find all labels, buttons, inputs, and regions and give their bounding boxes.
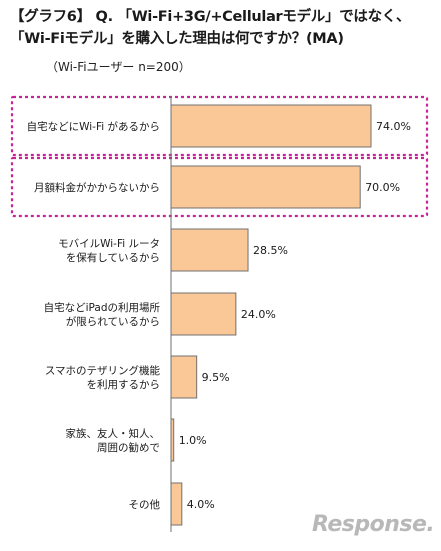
bar-7 [170,482,183,526]
response-watermark: Response. [312,512,435,537]
category-label-6: 家族、友人・知人、周囲の勧めで [66,427,161,454]
value-label-7: 4.0% [187,498,215,511]
value-label-4: 24.0% [241,308,276,321]
value-label-6: 1.0% [179,434,207,447]
category-label-5: スマホのテザリング機能を利用するから [45,364,161,391]
chart-title: 【グラフ6】 Q. 「Wi-Fi+3G/+Cellularモデル」ではなく、 「… [10,6,436,50]
category-label-2-line-1: 月額料金がかからないから [34,181,160,194]
category-label-6-line-1: 家族、友人・知人、 [66,427,161,440]
category-label-7-line-1: その他 [129,498,161,511]
category-label-2: 月額料金がかからないから [34,181,160,194]
value-label-5: 9.5% [202,371,230,384]
value-label-1: 74.0% [376,120,411,133]
bar-2 [170,165,361,209]
category-label-4-line-1: 自宅などiPadの利用場所 [44,301,161,314]
category-label-1: 自宅などにWi-Fi があるから [27,120,160,133]
bar-3 [170,228,249,272]
value-label-2: 70.0% [365,181,400,194]
category-label-6-line-2: 周囲の勧めで [97,441,160,454]
value-label-3: 28.5% [253,244,288,257]
category-label-5-line-2: を利用するから [87,379,161,391]
bar-1 [170,104,372,148]
chart-title-line-1: 【グラフ6】 Q. 「Wi-Fi+3G/+Cellularモデル」ではなく、 [10,9,411,25]
chart-title-line-2: 「Wi-Fiモデル」を購入した理由は何ですか？(MA) [10,31,344,47]
category-label-3-line-1: モバイルWi-Fi ルータ [58,238,160,250]
category-label-1-line-1: 自宅などにWi-Fi があるから [27,120,160,133]
bar-5 [170,355,198,399]
category-label-4: 自宅などiPadの利用場所が限られているから [44,301,161,328]
category-label-5-line-1: スマホのテザリング機能 [45,364,161,377]
category-label-4-line-2: が限られているから [66,315,160,328]
category-label-3-line-2: を保有しているから [66,251,160,264]
highlight-frame-1 [10,95,429,157]
category-label-7: その他 [129,498,161,511]
highlight-frame-2 [10,156,429,218]
chart-subtitle: （Wi-Fiユーザー n=200） [46,60,191,74]
bar-6 [170,418,175,462]
bar-4 [170,292,237,336]
category-label-3: モバイルWi-Fi ルータを保有しているから [58,238,160,264]
